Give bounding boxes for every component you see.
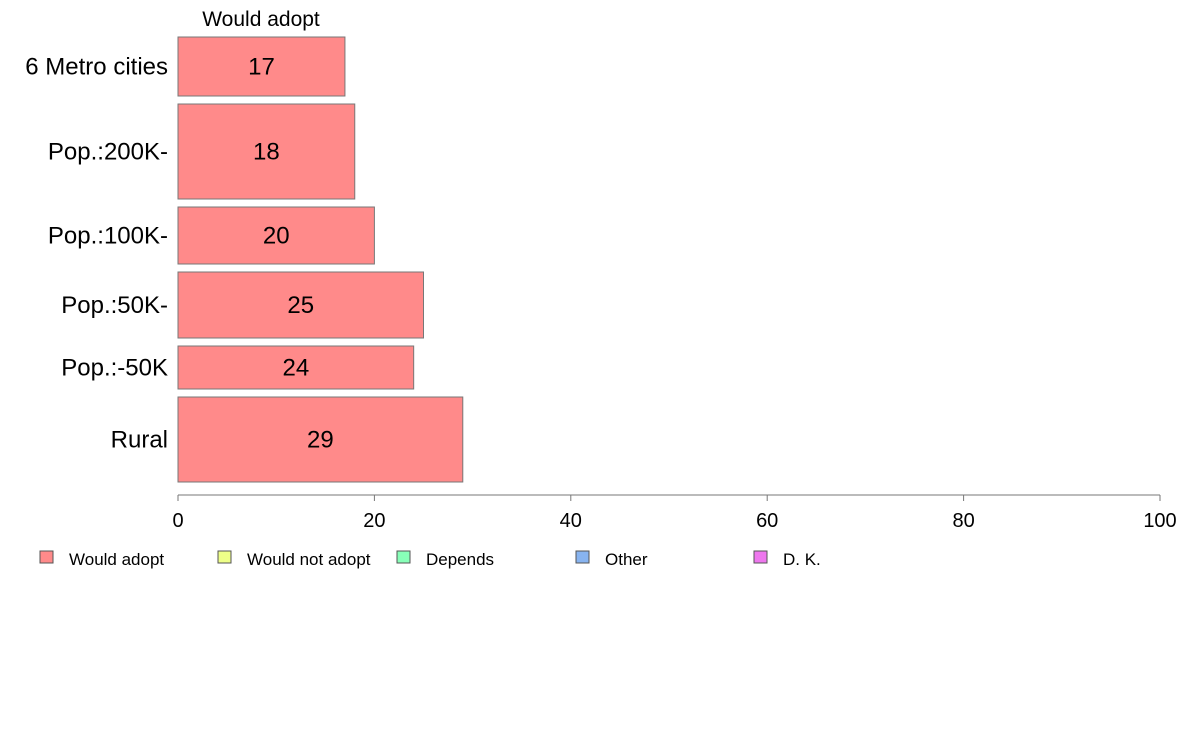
bar-value-label: 25 [287, 292, 314, 319]
legend-swatch [396, 550, 411, 564]
legend-swatch [39, 550, 54, 564]
x-tick-label: 100 [1143, 510, 1176, 532]
legend-swatch [753, 550, 768, 564]
bar-value-label: 29 [307, 427, 334, 454]
bar-value-label: 24 [282, 355, 309, 382]
category-label: Pop.:50K- [61, 292, 168, 319]
bar-value-label: 18 [253, 139, 280, 166]
bar-3 [177, 271, 424, 339]
bar-value-label: 17 [248, 54, 275, 81]
bar-value-label: 20 [263, 223, 290, 250]
x-tick-label: 60 [756, 510, 778, 532]
legend-swatch [575, 550, 590, 564]
x-axis: 0 20 40 60 80 100 [172, 494, 1177, 532]
category-label: 6 Metro cities [25, 54, 168, 81]
x-tick-label: 0 [172, 510, 183, 532]
column-title: Would adopt [202, 8, 320, 31]
x-tick-label: 40 [560, 510, 582, 532]
legend-label: D. K. [783, 550, 821, 569]
x-tick-label: 80 [952, 510, 974, 532]
bars-group: 17 6 Metro cities 18 Pop.:200K- 20 Pop.:100K-… [25, 36, 464, 483]
legend-label: Would adopt [69, 550, 164, 569]
legend-label: Other [605, 550, 648, 569]
legend: Would adopt Would not adopt Depends Other D.… [39, 550, 821, 569]
x-tick-label: 20 [363, 510, 385, 532]
bar-1 [177, 103, 356, 200]
category-label: Pop.:-50K [61, 355, 168, 382]
legend-label: Would not adopt [247, 550, 371, 569]
bar-4 [177, 345, 415, 390]
bar-5 [177, 396, 464, 483]
legend-swatch [217, 550, 232, 564]
bar-2 [177, 206, 375, 265]
category-label: Rural [111, 427, 168, 454]
category-label: Pop.:100K- [48, 223, 168, 250]
bar-0 [177, 36, 346, 97]
category-label: Pop.:200K- [48, 139, 168, 166]
legend-label: Depends [426, 550, 494, 569]
